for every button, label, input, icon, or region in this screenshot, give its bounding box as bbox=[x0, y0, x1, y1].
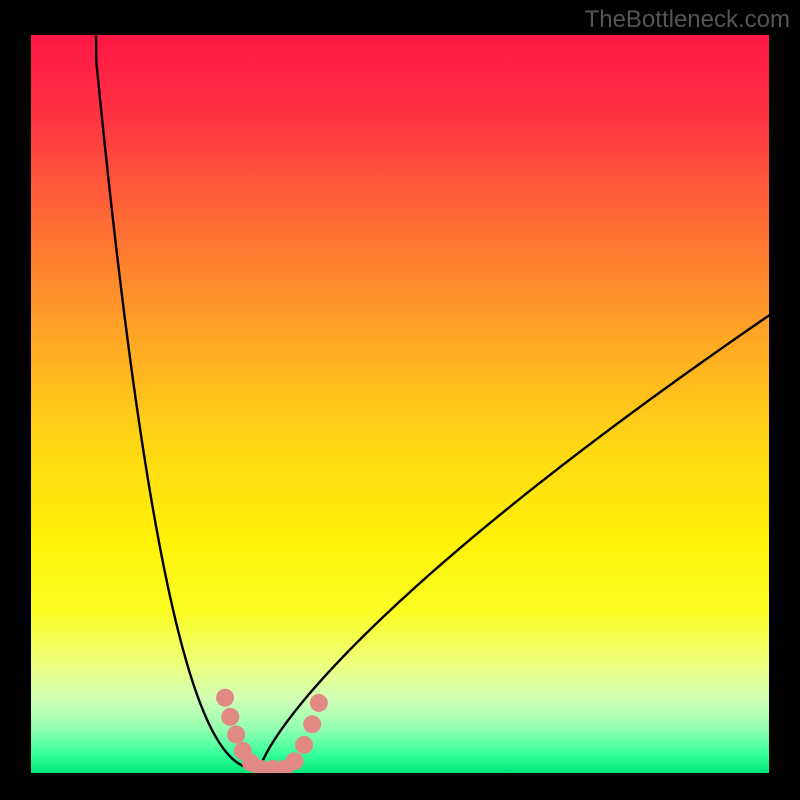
marker-point bbox=[310, 694, 328, 712]
marker-point bbox=[227, 726, 245, 744]
plot-background bbox=[31, 35, 769, 773]
marker-point bbox=[216, 689, 234, 707]
watermark-text: TheBottleneck.com bbox=[585, 6, 790, 34]
marker-point bbox=[303, 715, 321, 733]
marker-point bbox=[221, 708, 239, 726]
bottleneck-curve-chart bbox=[31, 35, 769, 773]
chart-stage: TheBottleneck.com bbox=[0, 0, 800, 800]
marker-point bbox=[285, 752, 303, 770]
marker-point bbox=[295, 736, 313, 754]
